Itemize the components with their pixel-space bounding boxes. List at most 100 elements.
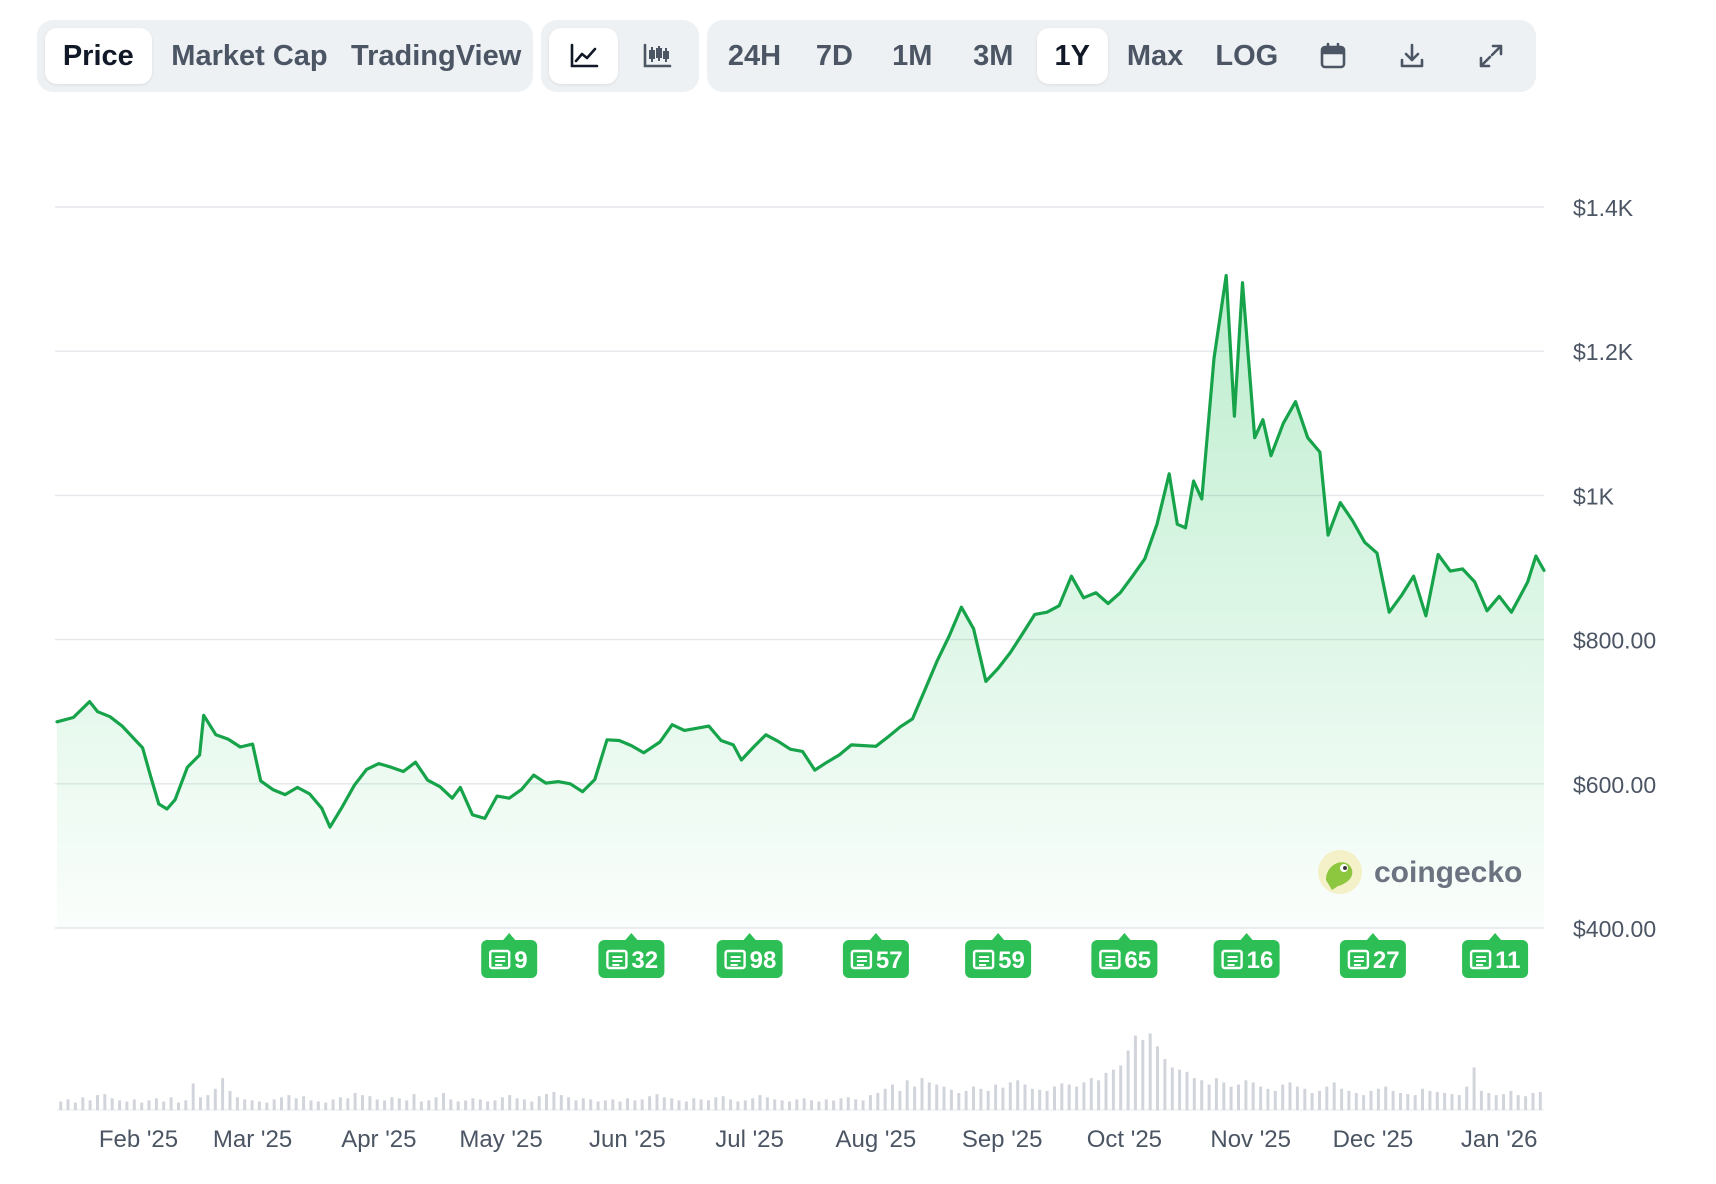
volume-bar xyxy=(839,1098,843,1110)
volume-bar xyxy=(736,1101,740,1110)
volume-bar xyxy=(508,1095,512,1110)
coingecko-watermark: coingecko xyxy=(1318,850,1522,894)
volume-bar xyxy=(1369,1090,1373,1110)
volume-bar xyxy=(1421,1088,1424,1111)
volume-bar xyxy=(1325,1086,1329,1110)
volume-bar xyxy=(1362,1095,1366,1110)
x-tick-label: Dec '25 xyxy=(1333,1126,1414,1153)
x-tick-label: Aug '25 xyxy=(836,1126,917,1153)
news-badge-pointer xyxy=(743,933,756,940)
volume-bar xyxy=(169,1097,173,1111)
volume-bar xyxy=(110,1098,114,1110)
volume-bar xyxy=(1163,1059,1167,1110)
tab-price[interactable]: Price xyxy=(45,28,152,84)
volume-bar xyxy=(338,1097,342,1111)
volume-bar xyxy=(368,1096,372,1110)
volume-bar xyxy=(530,1101,534,1110)
volume-bar xyxy=(765,1097,769,1111)
news-badge[interactable]: 11 xyxy=(1462,933,1529,978)
date-range-button[interactable] xyxy=(1295,28,1370,84)
volume-bar xyxy=(302,1096,306,1110)
news-badge[interactable]: 59 xyxy=(965,933,1032,978)
volume-bar xyxy=(795,1099,799,1110)
news-count: 9 xyxy=(514,947,527,974)
volume-bar xyxy=(1443,1093,1447,1110)
chart-type-group xyxy=(541,20,699,92)
news-badge-pointer xyxy=(1118,933,1131,940)
volume-bar xyxy=(1472,1067,1476,1110)
volume-bar xyxy=(1465,1086,1469,1110)
volume-bar xyxy=(1347,1090,1351,1110)
volume-bar xyxy=(515,1098,519,1110)
news-badge[interactable]: 16 xyxy=(1213,933,1280,978)
news-badge-pointer xyxy=(1489,933,1502,940)
newspaper-icon xyxy=(489,949,511,970)
volume-bar xyxy=(876,1093,880,1110)
news-count: 16 xyxy=(1247,947,1274,974)
volume-bar xyxy=(802,1098,806,1110)
volume-bar xyxy=(1001,1087,1005,1110)
volume-bar xyxy=(132,1099,136,1110)
news-count: 11 xyxy=(1495,947,1520,974)
news-count: 57 xyxy=(876,947,903,974)
volume-bar xyxy=(611,1099,615,1110)
volume-bar xyxy=(1156,1046,1159,1111)
volume-bar xyxy=(177,1102,180,1110)
candlestick-icon xyxy=(643,43,671,68)
volume-bar xyxy=(773,1099,777,1110)
volume-bar xyxy=(442,1093,445,1110)
volume-bar xyxy=(1244,1080,1248,1110)
volume-bar xyxy=(714,1097,718,1111)
download-button[interactable] xyxy=(1374,28,1449,84)
range-7d[interactable]: 7D xyxy=(815,39,853,72)
volume-bar xyxy=(537,1096,541,1110)
x-tick-label: Jan '26 xyxy=(1461,1126,1538,1153)
news-badge[interactable]: 98 xyxy=(716,933,783,978)
volume-bar xyxy=(1053,1086,1056,1110)
newspaper-icon xyxy=(724,949,746,970)
candlestick-chart-button[interactable] xyxy=(622,28,691,84)
tab-tradingview[interactable]: TradingView xyxy=(350,39,522,72)
volume-bar xyxy=(1295,1086,1299,1110)
volume-bar xyxy=(1524,1096,1528,1110)
volume-bar xyxy=(1487,1093,1491,1110)
news-markers: 9 32 98 57 59 65 16 27 11 xyxy=(481,933,1529,978)
volume-bar xyxy=(633,1100,637,1110)
volume-bar xyxy=(412,1094,416,1110)
volume-bar xyxy=(353,1093,357,1110)
volume-bar xyxy=(913,1086,917,1110)
volume-bar xyxy=(419,1101,423,1110)
volume-bar xyxy=(1391,1090,1395,1110)
range-1y[interactable]: 1Y xyxy=(1036,28,1108,84)
y-axis: $1.4K $1.2K $1K $800.00 $600.00 $400.00 xyxy=(1573,195,1656,942)
volume-bar xyxy=(574,1100,578,1110)
news-badge[interactable]: 32 xyxy=(598,933,665,978)
range-1m[interactable]: 1M xyxy=(892,39,933,72)
news-badge-pointer xyxy=(625,933,638,940)
news-badge[interactable]: 9 xyxy=(481,933,538,978)
range-max[interactable]: Max xyxy=(1126,39,1184,72)
news-badge[interactable]: 27 xyxy=(1339,933,1406,978)
news-badge[interactable]: 65 xyxy=(1091,933,1158,978)
volume-bar xyxy=(272,1099,276,1110)
range-24h[interactable]: 24H xyxy=(727,39,782,72)
tab-market-cap[interactable]: Market Cap xyxy=(171,39,328,72)
volume-bar xyxy=(751,1098,755,1110)
volume-bar xyxy=(1516,1095,1520,1110)
line-chart-button[interactable] xyxy=(549,28,618,84)
volume-bar xyxy=(920,1078,924,1110)
volume-bar xyxy=(96,1095,99,1110)
volume-bar xyxy=(1192,1078,1196,1110)
volume-bar xyxy=(486,1101,490,1110)
log-scale-toggle[interactable]: LOG xyxy=(1215,39,1279,72)
news-badge[interactable]: 57 xyxy=(842,933,909,978)
volume-bar xyxy=(456,1101,460,1110)
fullscreen-button[interactable] xyxy=(1453,28,1528,84)
volume-bar xyxy=(648,1096,652,1110)
range-3m[interactable]: 3M xyxy=(973,39,1014,72)
volume-bar xyxy=(626,1098,629,1110)
volume-bar xyxy=(1023,1084,1027,1110)
volume-bar xyxy=(265,1102,269,1110)
volume-bar xyxy=(581,1098,585,1110)
